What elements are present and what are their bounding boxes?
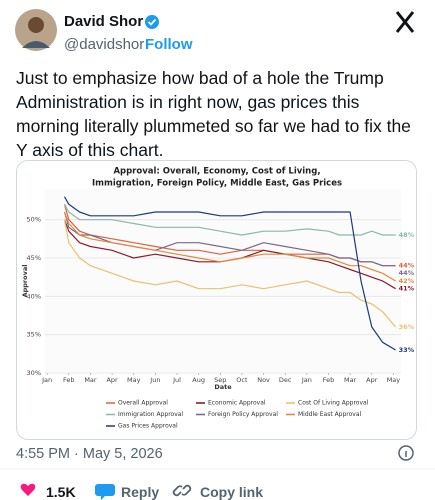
series-line	[63, 211, 396, 282]
x-tick-label: Mar	[84, 376, 97, 384]
reply-icon[interactable]	[95, 484, 115, 500]
x-tick-label: Oct	[236, 376, 248, 384]
x-tick-label: Feb	[63, 376, 75, 384]
end-label: 44%	[399, 262, 415, 270]
x-tick-label: Sep	[214, 376, 226, 384]
x-tick-label: Jan	[301, 376, 312, 384]
legend-label: Middle East Approval	[298, 411, 362, 418]
end-label: 48%	[399, 231, 415, 239]
x-logo[interactable]	[395, 11, 415, 33]
link-icon-part	[172, 485, 183, 497]
plot-area	[45, 189, 401, 373]
legend-label: Cost Of Living Approval	[298, 400, 369, 407]
y-tick-label: 30%	[27, 369, 41, 377]
verified-check	[147, 18, 157, 26]
x-axis-label: Date	[214, 383, 232, 391]
x-tick-label: May	[127, 376, 141, 384]
end-label: 44%	[399, 269, 415, 277]
heart-icon[interactable]	[20, 483, 36, 496]
x-tick-label: Jul	[172, 376, 181, 384]
legend-label: Foreign Policy Approval	[208, 411, 278, 418]
legend-label: Economic Approval	[208, 400, 266, 407]
x-tick-label: Feb	[323, 376, 335, 384]
x-tick-label: Mar	[344, 376, 357, 384]
y-tick-label: 50%	[27, 216, 41, 224]
x-tick-label: Apr	[366, 376, 378, 384]
timestamp[interactable]: 4:55 PM · May 5, 2026	[16, 446, 163, 462]
follow-button[interactable]: Follow	[145, 36, 193, 53]
avatar-face	[28, 17, 44, 33]
x-tick-label: May	[387, 376, 401, 384]
verified-badge	[145, 15, 159, 29]
end-label: 33%	[399, 346, 415, 354]
reply-button[interactable]: Reply	[121, 484, 160, 500]
legend-label: Immigration Approval	[118, 411, 183, 418]
y-axis-label: Approval	[21, 265, 29, 298]
chart: Approval: Overall, Economy, Cost of Livi…	[17, 161, 416, 439]
y-tick-label: 45%	[27, 254, 41, 262]
end-label: 42%	[399, 277, 415, 285]
x-tick-label: Aug	[192, 376, 205, 384]
legend-label: Overall Approval	[118, 400, 168, 407]
series-line	[63, 204, 396, 236]
chart-title: Approval: Overall, Economy, Cost of Livi…	[113, 167, 320, 177]
end-label: 41%	[399, 285, 415, 293]
end-label: 36%	[399, 323, 415, 331]
x-tick-label: Jun	[149, 376, 160, 384]
link-icon[interactable]	[172, 484, 192, 497]
x-tick-label: Dec	[279, 376, 292, 384]
series-line	[63, 219, 397, 328]
copy-link-button[interactable]: Copy link	[200, 484, 264, 500]
y-tick-label: 35%	[27, 331, 41, 339]
author-handle[interactable]: @davidshor	[64, 36, 145, 53]
chart-title: Immigration, Foreign Policy, Middle East…	[92, 179, 342, 189]
x-tick-label: Jan	[41, 376, 52, 384]
y-tick-label: 40%	[27, 292, 41, 300]
avatar-body	[22, 41, 50, 48]
info-icon[interactable]	[398, 445, 414, 461]
series-line	[63, 196, 396, 351]
link-icon-part	[181, 484, 192, 496]
legend-label: Gas Prices Approval	[118, 423, 178, 430]
tweet-text: Just to emphasize how bad of a hole the …	[16, 68, 411, 160]
x-tick-label: Apr	[106, 376, 118, 384]
like-count[interactable]: 1.5K	[46, 484, 76, 500]
author-name[interactable]: David Shor	[64, 13, 144, 30]
x-tick-label: Nov	[257, 376, 270, 384]
media-card[interactable]: Approval: Overall, Economy, Cost of Livi…	[16, 160, 417, 440]
